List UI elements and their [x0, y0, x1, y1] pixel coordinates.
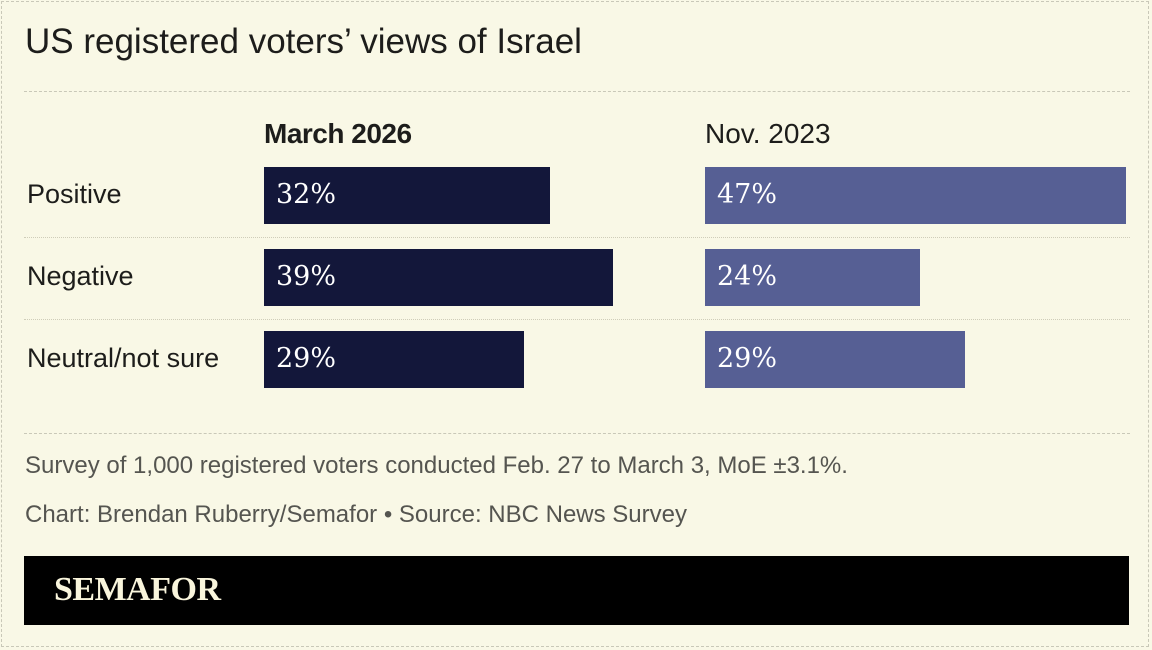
brand-bar: SEMAFOR: [24, 556, 1129, 625]
bar: 47%: [705, 167, 1126, 224]
column-header: Nov. 2023: [705, 118, 831, 149]
category-label: Neutral/not sure: [27, 343, 220, 373]
bar: 39%: [264, 249, 614, 306]
chart-title: US registered voters’ views of Israel: [25, 22, 582, 61]
data-label: 29%: [717, 343, 778, 374]
chart-credit: Chart: Brendan Ruberry/Semafor • Source:…: [25, 501, 687, 528]
category-label: Negative: [27, 261, 134, 291]
data-label: 47%: [717, 179, 778, 210]
survey-note: Survey of 1,000 registered voters conduc…: [25, 452, 848, 479]
footer-divider: [24, 433, 1130, 434]
bar: 29%: [705, 331, 965, 388]
bar: 32%: [264, 167, 551, 224]
semafor-logo: SEMAFOR: [54, 571, 221, 608]
data-label: 32%: [276, 179, 337, 210]
bar: 24%: [705, 249, 920, 306]
column-header: March 2026: [264, 118, 412, 149]
category-label: Positive: [27, 179, 122, 209]
row-separator: [24, 237, 1130, 238]
data-label: 29%: [276, 343, 337, 374]
bar: 29%: [264, 331, 524, 388]
data-label: 24%: [717, 261, 778, 292]
title-divider: [24, 91, 1130, 92]
data-label: 39%: [276, 261, 337, 292]
row-separator: [24, 319, 1130, 320]
